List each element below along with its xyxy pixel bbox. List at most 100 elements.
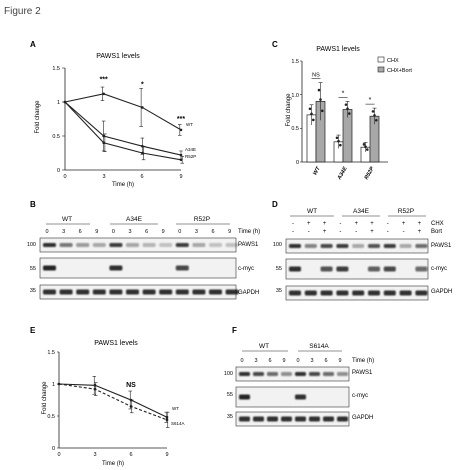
blot-band (142, 243, 156, 247)
panel-f-marker: 100 (224, 371, 233, 377)
blot-band (368, 290, 380, 296)
blot-row-paws1 (39, 237, 239, 253)
series-line-s614a (58, 383, 168, 421)
data-point (179, 153, 183, 157)
data-point (312, 118, 315, 122)
blot-band (399, 244, 412, 248)
significance-label: * (369, 97, 372, 104)
lane-label: 9 (162, 229, 165, 235)
blot-band (142, 289, 156, 295)
data-point (348, 112, 351, 115)
blot-row-gapdh (39, 284, 239, 300)
chx-sign: - (339, 221, 341, 227)
panel-d-treatment-label-bort: Bort (431, 229, 442, 235)
panel-e-xtick: 3 (93, 452, 96, 458)
bort-sign: - (292, 229, 294, 235)
panel-e-xtick: 9 (165, 452, 168, 458)
data-point (165, 418, 169, 422)
blot-band (43, 265, 56, 271)
panel-d-blot-rows (285, 238, 429, 301)
lane-label: 3 (254, 358, 257, 364)
blot-band (337, 416, 348, 422)
panel-c-yticks: 0 0.5 1.0 1.5 (291, 59, 302, 166)
data-point (102, 134, 105, 138)
blot-band (239, 416, 250, 422)
blot-band (295, 372, 306, 376)
blot-band (92, 289, 106, 295)
panel-e-ytick: 0.5 (47, 414, 55, 420)
blot-band (352, 290, 365, 296)
panel-e-xtick: 0 (57, 452, 60, 458)
chx-sign: + (418, 221, 422, 227)
lane-label: 6 (211, 229, 214, 235)
blot-band (76, 289, 90, 295)
bort-sign: - (355, 229, 357, 235)
panel-b-group-label: WT (62, 216, 72, 223)
panel-c-category-label: A34E (336, 166, 349, 182)
blot-band (336, 266, 349, 272)
lane-label: 3 (128, 229, 131, 235)
bort-sign: - (308, 229, 310, 235)
data-point (346, 107, 349, 110)
series-line-a34e (64, 101, 182, 156)
blot-band (192, 289, 206, 295)
panel-b-marker: 35 (30, 288, 36, 294)
series-line-wt (64, 93, 182, 131)
panel-b-markers: 100 55 35 (27, 242, 36, 294)
panel-a-plot-area: ******* (63, 77, 185, 164)
legend-label-chx-bort: CHX+Bort (387, 68, 412, 74)
panel-c-ytick: 1.0 (291, 93, 299, 99)
blot-band (239, 394, 250, 400)
blot-band (320, 290, 333, 296)
data-point (337, 139, 340, 143)
panel-a-ytick: 1.5 (52, 66, 60, 72)
blot-band (109, 265, 123, 271)
blot-band (175, 265, 189, 271)
blot-row-c-myc (285, 258, 429, 280)
blot-frame (235, 411, 350, 427)
panel-d-markers: 100 55 35 (273, 242, 282, 294)
chx-sign: + (307, 221, 311, 227)
blot-band (209, 289, 222, 295)
blot-band (336, 244, 349, 248)
blot-band (304, 290, 317, 296)
panel-c-title: PAWS1 levels (316, 46, 360, 53)
panel-e-ytick: 1.5 (47, 350, 55, 356)
significance-label: NS (312, 73, 320, 79)
significance-label: * (342, 90, 345, 97)
blot-band (267, 416, 278, 422)
panel-c-legend: CHX CHX+Bort (377, 56, 412, 74)
lane-label: 6 (145, 229, 148, 235)
lane-label: 9 (95, 229, 98, 235)
chx-sign: + (370, 221, 374, 227)
panel-a-ytick: 0 (57, 168, 60, 174)
panel-b-time-label: Time (h) (238, 229, 260, 235)
panel-a-ytick: 0.5 (52, 134, 60, 140)
data-point (373, 114, 376, 117)
blot-band (289, 266, 301, 272)
legend-swatch-chx-bort (377, 66, 385, 73)
blot-frame (235, 366, 350, 382)
panel-d-group-label: A34E (353, 208, 370, 215)
blot-band (415, 266, 428, 272)
panel-e-y-axis-label: Fold change (42, 381, 48, 415)
panel-a-series-label-a34e: A34E (185, 147, 196, 152)
panel-d-row-label: c-myc (431, 266, 447, 272)
panel-e-xtick: 6 (129, 452, 132, 458)
blot-band (59, 243, 73, 247)
panel-e-line-chart: PAWS1 levels Fold change Time (h) 0 0.5 … (42, 340, 185, 467)
panel-a-xticks: 0 3 6 9 (63, 174, 182, 180)
panel-letter-a: A (30, 40, 36, 49)
panel-c-ytick: 0.5 (291, 126, 299, 132)
data-point (179, 128, 183, 132)
panel-e-series-label-s614a: S614A (171, 421, 185, 426)
blot-frame (285, 258, 429, 280)
lane-label: 3 (62, 229, 65, 235)
blot-band (352, 244, 365, 248)
blot-band (309, 416, 320, 422)
panel-d-row-label: GAPDH (431, 289, 452, 295)
data-point (63, 100, 67, 104)
blot-band (175, 289, 189, 295)
blot-band (320, 266, 333, 272)
panel-c-ytick: 0 (296, 160, 299, 166)
